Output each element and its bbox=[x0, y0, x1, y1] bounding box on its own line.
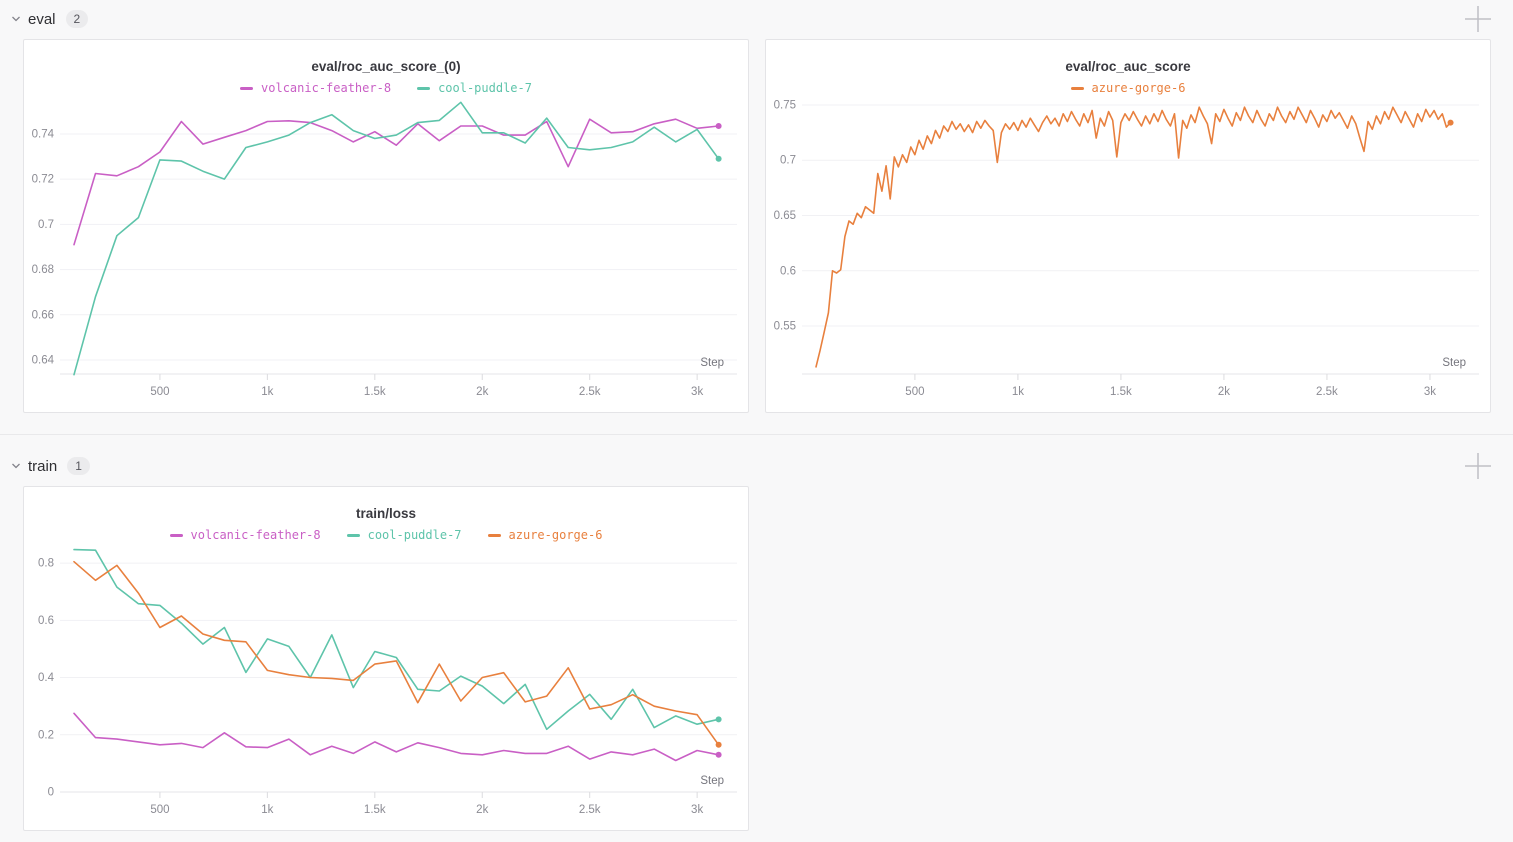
x-tick-label: 2.5k bbox=[1316, 386, 1338, 398]
panel-row: train/loss volcanic-feather-8 cool-puddle-… bbox=[0, 486, 1513, 831]
chart-legend: volcanic-feather-8 cool-puddle-7 azure-gor… bbox=[24, 525, 748, 545]
chart-title: train/loss bbox=[355, 506, 417, 521]
chart-canvas: 0.55 0.6 0.65 0.7 0.75 500 1k 1.5k 2k 2.5k 3k Step bbox=[774, 99, 1479, 398]
panel-row: eval/roc_auc_score_(0) volcanic-feather-8… bbox=[0, 39, 1513, 413]
legend-swatch bbox=[169, 533, 183, 537]
series-end-dot-cool-puddle-7 bbox=[715, 716, 722, 723]
legend-run-name: volcanic-feather-8 bbox=[190, 528, 321, 542]
y-tick-label: 0.64 bbox=[32, 354, 55, 366]
legend-run-name: cool-puddle-7 bbox=[438, 81, 532, 95]
series-end-dot-azure-gorge-6 bbox=[1447, 119, 1454, 126]
section-header-eval: eval 2 bbox=[6, 4, 1493, 34]
x-tick-label: 2k bbox=[476, 386, 488, 398]
y-tick-label: 0.6 bbox=[38, 615, 54, 627]
chevron-down-icon[interactable] bbox=[6, 456, 26, 476]
legend-run-name: cool-puddle-7 bbox=[367, 528, 462, 542]
series-end-dot-volcanic-feather-8 bbox=[715, 123, 722, 130]
x-tick-label: 500 bbox=[905, 386, 924, 398]
add-panel-icon[interactable] bbox=[1463, 451, 1493, 481]
x-tick-label: 1k bbox=[261, 386, 273, 398]
x-tick-label: 1.5k bbox=[364, 804, 386, 816]
x-axis-label: Step bbox=[1442, 357, 1466, 369]
panel-section-train: train 1 train/loss volcanic-feather-8 cool… bbox=[0, 434, 1513, 831]
chart-legend: azure-gorge-6 bbox=[766, 78, 1490, 98]
x-tick-label: 1.5k bbox=[364, 386, 386, 398]
section-title[interactable]: train bbox=[28, 457, 58, 475]
series-line-volcanic-feather-8 bbox=[73, 118, 720, 246]
y-tick-label: 0.65 bbox=[774, 210, 796, 222]
y-tick-label: 0.4 bbox=[38, 672, 55, 684]
x-tick-label: 2.5k bbox=[579, 804, 601, 816]
y-tick-label: 0.72 bbox=[32, 174, 54, 186]
chart-panel-train-loss[interactable]: train/loss volcanic-feather-8 cool-puddle-… bbox=[23, 486, 749, 831]
legend-run-name: volcanic-feather-8 bbox=[261, 81, 392, 95]
chart-panel-eval-roc-auc-score[interactable]: eval/roc_auc_score azure-gorge-6 0.55 0.6 0.… bbox=[765, 39, 1491, 413]
x-tick-label: 2k bbox=[476, 804, 488, 816]
x-tick-label: 1.5k bbox=[1110, 386, 1132, 398]
x-axis-label: Step bbox=[700, 775, 724, 787]
panel-section-eval: eval 2 eval/roc_auc_score_(0) volcanic-fe… bbox=[0, 4, 1513, 413]
y-tick-label: 0.7 bbox=[38, 219, 54, 231]
x-axis-label: Step bbox=[700, 357, 724, 369]
series-line-cool-puddle-7 bbox=[73, 548, 720, 731]
x-tick-label: 2.5k bbox=[579, 386, 601, 398]
series-line-volcanic-feather-8 bbox=[73, 712, 720, 762]
chart-panel-eval-roc-auc-score-0[interactable]: eval/roc_auc_score_(0) volcanic-feather-8… bbox=[23, 39, 749, 413]
x-tick-label: 1k bbox=[261, 804, 273, 816]
series-line-azure-gorge-6 bbox=[815, 106, 1452, 368]
series-line-cool-puddle-7 bbox=[73, 101, 720, 376]
legend-item: volcanic-feather-8 bbox=[240, 81, 391, 95]
legend-swatch bbox=[1070, 86, 1084, 90]
y-tick-label: 0.66 bbox=[32, 309, 54, 321]
legend-item: volcanic-feather-8 bbox=[169, 528, 321, 542]
legend-swatch bbox=[346, 533, 360, 537]
y-tick-label: 0.74 bbox=[32, 128, 55, 140]
y-tick-label: 0.6 bbox=[780, 265, 796, 277]
y-tick-label: 0.68 bbox=[32, 264, 54, 276]
x-tick-label: 2k bbox=[1218, 386, 1230, 398]
section-header-train: train 1 bbox=[6, 451, 1493, 481]
series-line-azure-gorge-6 bbox=[73, 560, 720, 746]
legend-item: azure-gorge-6 bbox=[1070, 81, 1186, 95]
panel-count-badge: 2 bbox=[65, 10, 89, 28]
series-end-dot-azure-gorge-6 bbox=[715, 741, 722, 748]
legend-item: cool-puddle-7 bbox=[417, 81, 532, 95]
x-tick-label: 500 bbox=[150, 804, 169, 816]
legend-swatch bbox=[240, 86, 254, 90]
x-tick-label: 3k bbox=[691, 386, 703, 398]
legend-run-name: azure-gorge-6 bbox=[1091, 81, 1186, 95]
chart-title: eval/roc_auc_score bbox=[1065, 59, 1191, 74]
section-title[interactable]: eval bbox=[28, 10, 56, 28]
y-tick-label: 0.75 bbox=[774, 99, 796, 111]
legend-item: azure-gorge-6 bbox=[487, 528, 603, 542]
y-tick-label: 0 bbox=[48, 787, 54, 799]
legend-item: cool-puddle-7 bbox=[346, 528, 462, 542]
y-tick-label: 0.2 bbox=[38, 729, 54, 741]
chevron-down-icon[interactable] bbox=[6, 9, 26, 29]
x-tick-label: 3k bbox=[691, 804, 703, 816]
x-tick-label: 1k bbox=[1012, 386, 1024, 398]
legend-swatch bbox=[487, 533, 501, 537]
add-panel-icon[interactable] bbox=[1463, 4, 1493, 34]
panel-count-badge: 1 bbox=[67, 457, 90, 475]
chart-legend: volcanic-feather-8 cool-puddle-7 bbox=[24, 78, 748, 98]
series-end-dot-volcanic-feather-8 bbox=[715, 751, 722, 758]
chart-title: eval/roc_auc_score_(0) bbox=[311, 59, 461, 74]
x-tick-label: 500 bbox=[150, 386, 169, 398]
y-tick-label: 0.8 bbox=[38, 558, 54, 570]
series-end-dot-cool-puddle-7 bbox=[715, 155, 722, 162]
y-tick-label: 0.7 bbox=[780, 155, 796, 167]
chart-canvas: 0.64 0.66 0.68 0.7 0.72 0.74 500 1k 1.5k 2k 2.5k 3k… bbox=[32, 101, 737, 398]
legend-swatch bbox=[417, 86, 431, 90]
x-tick-label: 3k bbox=[1424, 386, 1436, 398]
y-tick-label: 0.55 bbox=[774, 321, 796, 333]
legend-run-name: azure-gorge-6 bbox=[508, 528, 603, 542]
chart-canvas: 0 0.2 0.4 0.6 0.8 500 1k 1.5k 2k 2.5k 3k Step bbox=[38, 548, 737, 816]
